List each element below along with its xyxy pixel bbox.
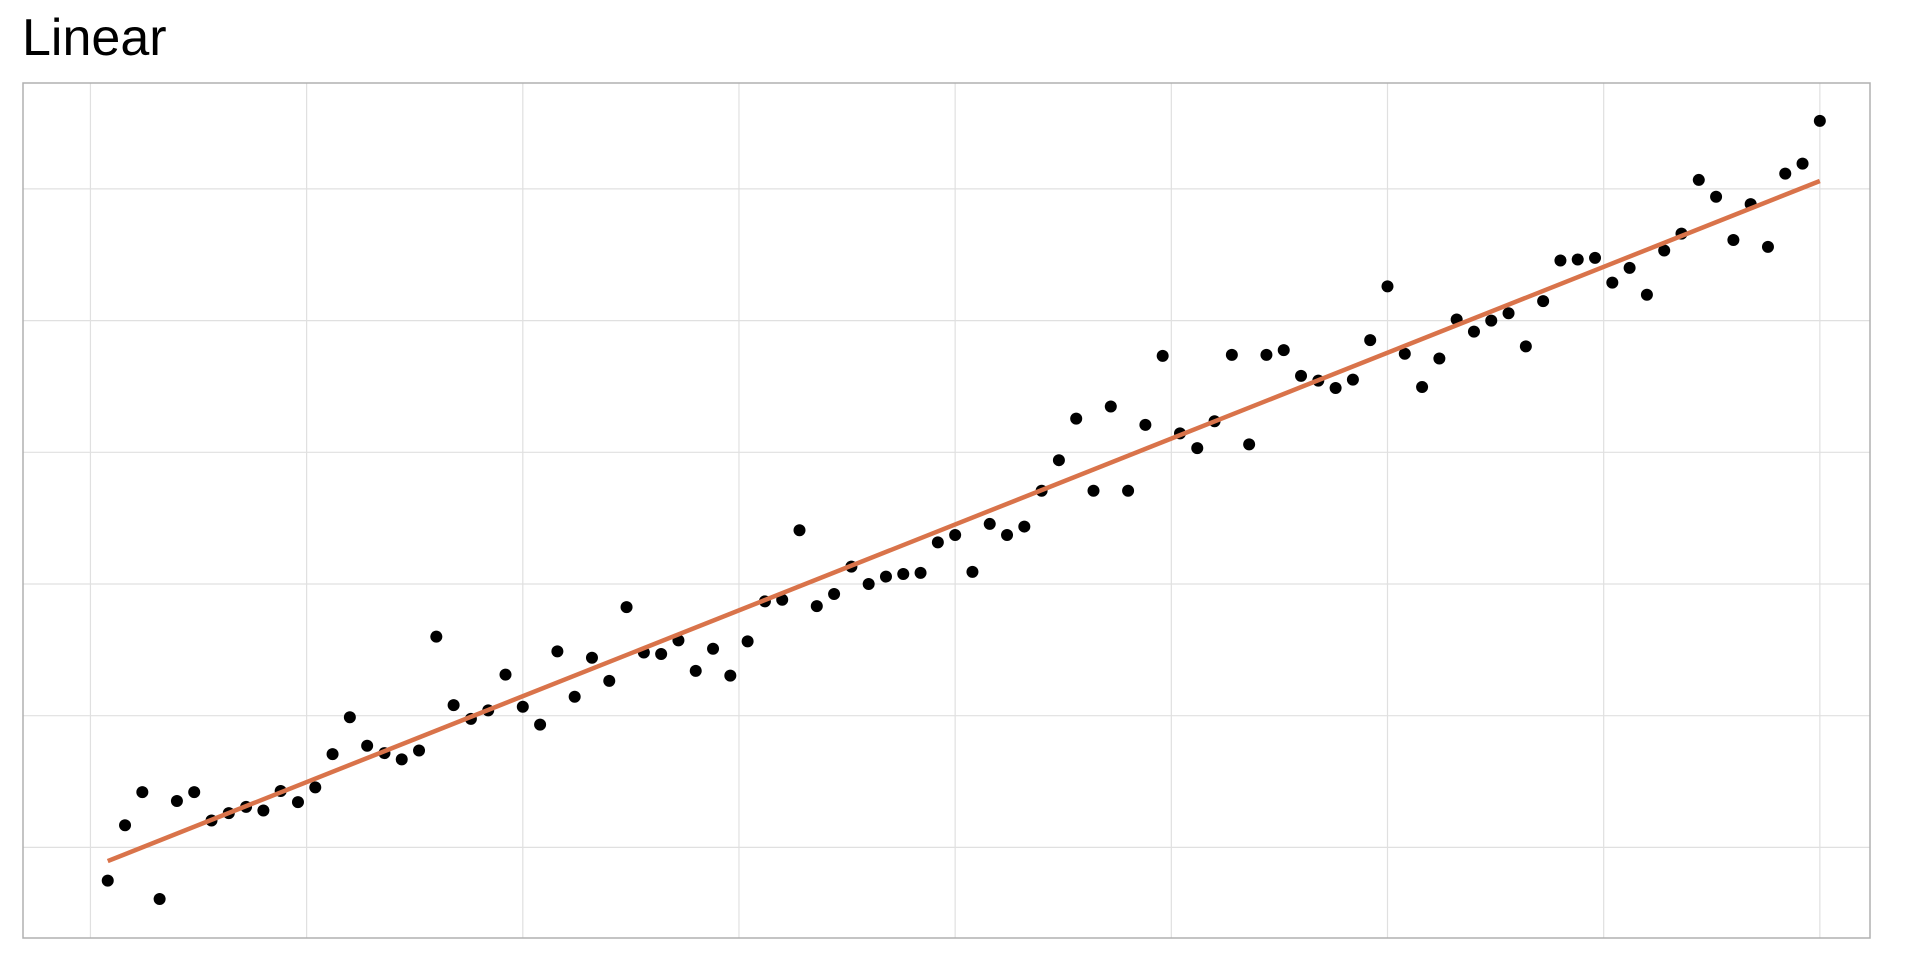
point [1710,190,1723,203]
point [1104,400,1117,413]
point [309,781,322,794]
point [1537,295,1550,308]
point [1606,276,1619,289]
point [1225,348,1238,361]
point [1139,418,1152,431]
point [1796,157,1809,170]
point [1295,369,1308,382]
point [395,753,408,766]
fit-line [106,178,1821,864]
point [1346,373,1359,386]
point [1433,352,1446,365]
point [568,690,581,703]
point [1554,254,1567,267]
point [1640,288,1653,301]
point [1364,334,1377,347]
point [516,700,529,713]
point [879,570,892,583]
point [1813,114,1826,127]
point [291,796,304,809]
point [1398,347,1411,360]
point [413,744,426,757]
point [741,635,754,648]
point [983,517,996,530]
chart-title: Linear [22,9,167,67]
point [1519,340,1532,353]
point [153,893,166,906]
point [1260,348,1273,361]
point [119,819,132,832]
point [1623,261,1636,274]
point [1052,454,1065,467]
point [810,600,823,613]
point [776,593,789,606]
point [188,786,201,799]
point [1243,438,1256,451]
point [1658,244,1671,257]
point [1502,307,1515,320]
point [1571,253,1584,266]
grid [23,83,1870,938]
point [1070,412,1083,425]
point [689,664,702,677]
point [862,577,875,590]
point [1018,520,1031,533]
point [724,669,737,682]
point [101,874,114,887]
point [1122,484,1135,497]
point [707,642,720,655]
point [1467,325,1480,338]
plot-border [22,82,1871,939]
point [551,645,564,658]
point [1589,251,1602,264]
point [1485,314,1498,327]
point [793,524,806,537]
point [1001,528,1014,541]
point [914,566,927,579]
point [326,748,339,761]
point [1191,442,1204,455]
point [447,699,460,712]
point [828,587,841,600]
point [499,668,512,681]
point [1277,344,1290,357]
point [655,648,668,661]
point [430,630,443,643]
point [1087,484,1100,497]
point [603,674,616,687]
point [1779,167,1792,180]
point [136,786,149,799]
point [949,528,962,541]
point [620,601,633,614]
point [1381,280,1394,293]
point [966,565,979,578]
point [585,651,598,664]
point [1692,173,1705,186]
point [534,718,547,731]
plot-area [101,114,1826,906]
point [361,739,374,752]
point [257,804,270,817]
point [343,711,356,724]
point [1416,380,1429,393]
point [1727,233,1740,246]
point [931,536,944,549]
point [1156,349,1169,362]
point [170,795,183,808]
point [1329,382,1342,395]
point [1761,240,1774,253]
point [897,567,910,580]
